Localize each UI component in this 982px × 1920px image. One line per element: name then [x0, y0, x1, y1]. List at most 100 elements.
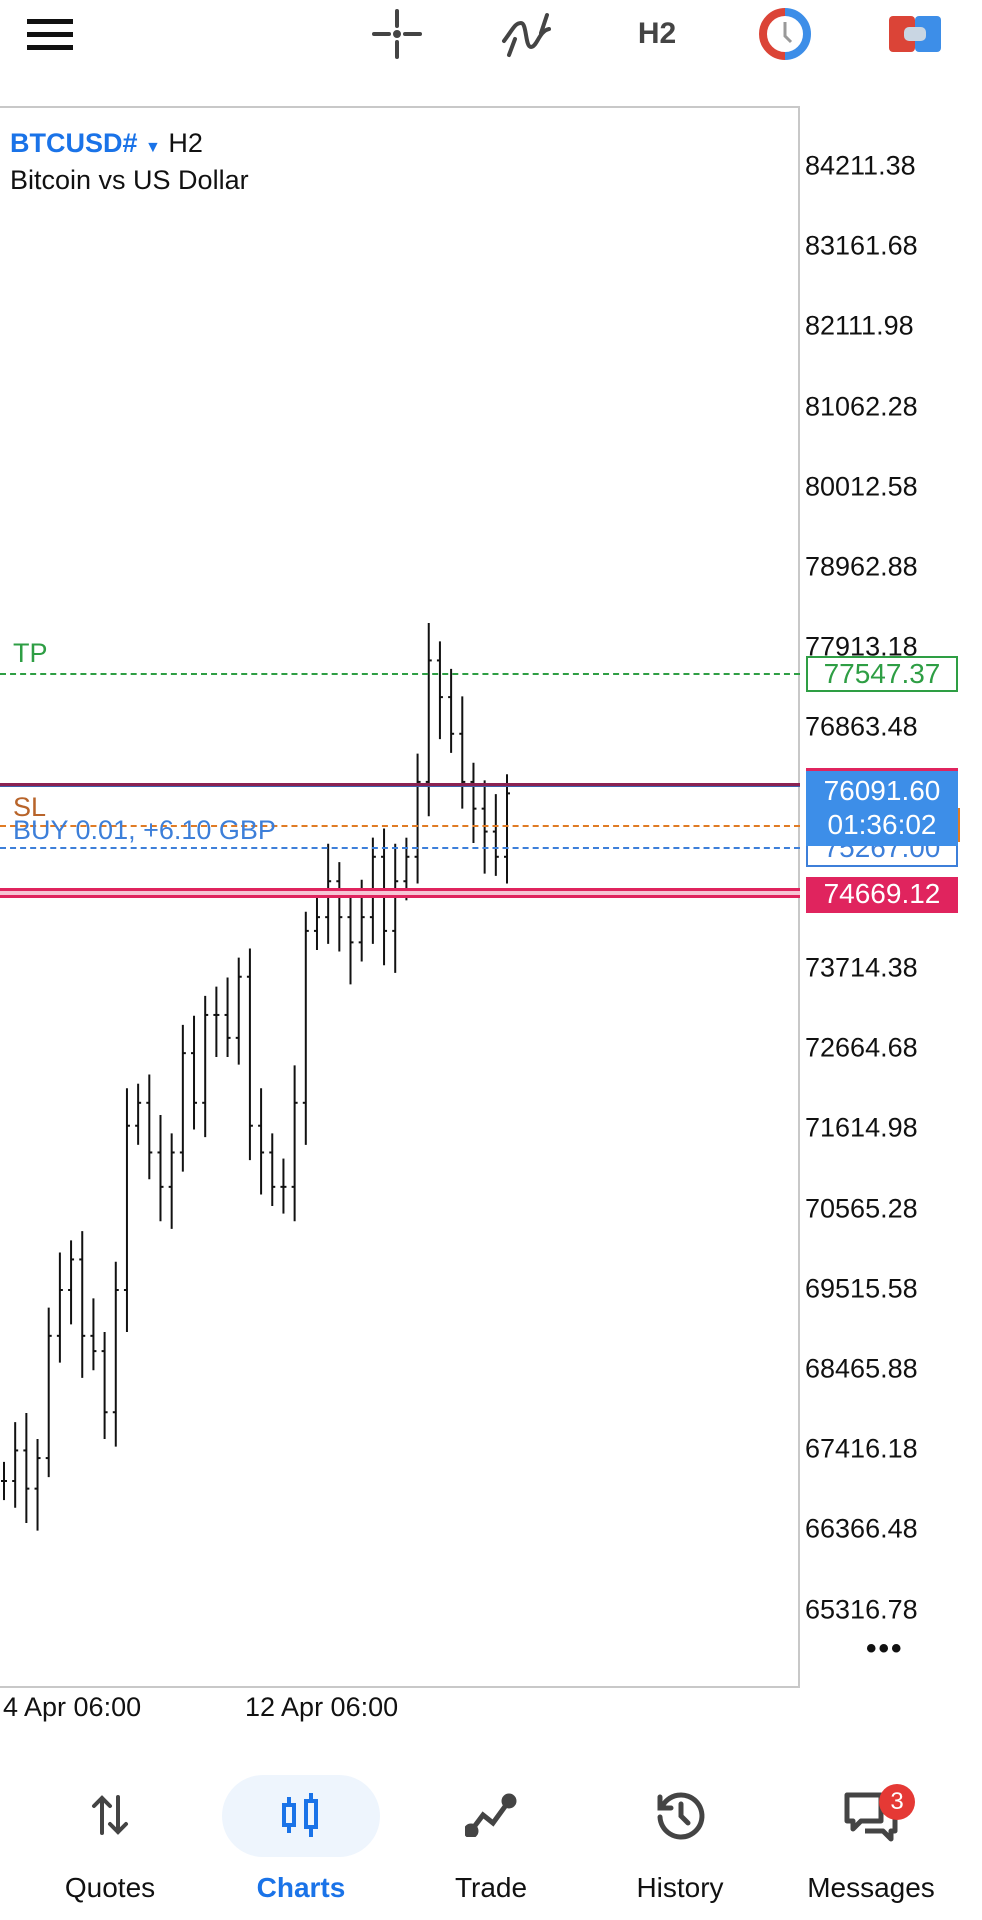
price-bar — [291, 1065, 298, 1222]
symbol-dropdown-icon[interactable]: ▼ — [145, 139, 161, 156]
price-bar — [302, 911, 309, 1145]
nav-messages[interactable]: 3 Messages — [786, 1770, 956, 1910]
price-tick-label: 67416.18 — [805, 1433, 918, 1464]
price-bar — [246, 948, 253, 1161]
price-bar — [90, 1298, 97, 1371]
price-bar — [448, 668, 455, 753]
symbol-description: Bitcoin vs US Dollar — [10, 165, 249, 195]
price-bar — [123, 1088, 130, 1333]
price-bar — [436, 641, 443, 740]
price-bar — [157, 1115, 164, 1222]
bid-line — [0, 783, 800, 787]
timeframe-button[interactable]: H2 — [637, 17, 677, 50]
price-bar — [470, 762, 477, 844]
active-tab-pill — [222, 1775, 380, 1857]
indicators-button[interactable] — [500, 8, 554, 60]
price-bar — [492, 794, 499, 876]
price-tick-label: 73714.38 — [805, 952, 918, 983]
history-icon — [657, 1792, 705, 1840]
nav-label: Messages — [807, 1872, 935, 1903]
tp-label: TP — [13, 638, 48, 668]
position-line[interactable] — [0, 847, 800, 849]
quotes-arrows-icon — [92, 1795, 128, 1835]
price-bar — [392, 843, 399, 973]
price-bar — [168, 1133, 175, 1229]
price-bar — [224, 977, 231, 1057]
tp-price-tag: 77547.37 — [806, 656, 958, 692]
price-bar — [336, 862, 343, 952]
price-bar — [280, 1158, 287, 1214]
price-tick-label: 82111.98 — [805, 310, 914, 341]
price-bar — [459, 696, 466, 809]
nav-label: Quotes — [64, 1872, 156, 1903]
sl-label: SL — [13, 792, 47, 822]
price-tick-label: 72664.68 — [805, 1032, 918, 1063]
price-bar — [45, 1307, 52, 1478]
price-tick-label: 83161.68 — [805, 230, 918, 261]
crosshair-button[interactable] — [370, 8, 424, 60]
price-bar — [347, 888, 354, 985]
price-bar — [235, 957, 242, 1065]
bar-countdown: 01:36:02 — [827, 809, 937, 840]
price-bar — [79, 1231, 86, 1378]
unread-badge: 3 — [879, 1784, 915, 1820]
trade-line-icon — [465, 1793, 517, 1837]
price-bar — [179, 1024, 186, 1172]
clock-button[interactable] — [758, 8, 812, 60]
clock-icon — [759, 8, 811, 60]
tp-line[interactable] — [0, 673, 800, 675]
ask-price-tag: 74669.12 — [806, 877, 958, 913]
more-horizontal-icon[interactable]: ••• — [866, 1632, 904, 1665]
nav-label: Trade — [454, 1872, 528, 1903]
price-bar — [23, 1412, 30, 1524]
price-bar — [135, 1083, 142, 1145]
symbol-name[interactable]: BTCUSD# — [10, 128, 138, 158]
price-tick-label: 68465.88 — [805, 1353, 918, 1384]
price-bar — [191, 1015, 198, 1130]
price-bar — [258, 1088, 265, 1195]
price-bar — [202, 995, 209, 1138]
hamburger-icon — [27, 19, 73, 50]
price-bar — [414, 753, 421, 884]
price-tick-label: 84211.38 — [805, 150, 916, 181]
price-bar — [12, 1422, 19, 1508]
nav-quotes[interactable]: Quotes — [25, 1770, 195, 1910]
nav-label: History — [636, 1872, 724, 1903]
price-bar — [68, 1240, 75, 1325]
ask-line — [0, 888, 800, 898]
candles-icon — [282, 1793, 318, 1837]
price-bar — [504, 774, 510, 884]
price-bar — [269, 1133, 276, 1206]
price-tick-label: 81062.28 — [805, 391, 918, 422]
price-bar — [425, 622, 432, 817]
time-label: 12 Apr 06:00 — [245, 1692, 399, 1722]
price-tick-label: 66366.48 — [805, 1513, 918, 1544]
price-bar — [1, 1461, 7, 1501]
nav-history[interactable]: History — [595, 1770, 765, 1910]
price-tick-label: 69515.58 — [805, 1273, 918, 1304]
nav-trade[interactable]: Trade — [406, 1770, 576, 1910]
price-bar — [213, 986, 220, 1057]
sl-line[interactable] — [0, 825, 800, 827]
price-bar — [101, 1332, 108, 1439]
one-click-trading-icon — [889, 16, 941, 52]
bid-price-tag: 76091.60 01:36:02 — [806, 768, 958, 846]
price-tick-label: 70565.28 — [805, 1193, 918, 1224]
price-tick-label: 78962.88 — [805, 551, 918, 582]
nav-charts[interactable]: Charts — [216, 1770, 386, 1910]
price-bar — [56, 1252, 63, 1363]
symbol-header: BTCUSD# ▼ H2 — [10, 128, 203, 159]
bid-price: 76091.60 — [823, 775, 941, 806]
time-label: 4 Apr 06:00 — [3, 1692, 142, 1722]
price-tick-label: 71614.98 — [805, 1112, 918, 1143]
symbol-timeframe: H2 — [168, 128, 203, 158]
crosshair-icon — [372, 9, 422, 59]
price-bar — [146, 1074, 153, 1180]
nav-label: Charts — [256, 1872, 346, 1903]
price-bar — [34, 1438, 41, 1531]
one-click-trading-button[interactable] — [888, 8, 942, 60]
price-tick-label: 65316.78 — [805, 1594, 918, 1625]
menu-button[interactable] — [26, 8, 74, 60]
position-label[interactable]: BUY 0.01, +6.10 GBP — [13, 815, 276, 845]
indicators-icon — [502, 13, 551, 57]
